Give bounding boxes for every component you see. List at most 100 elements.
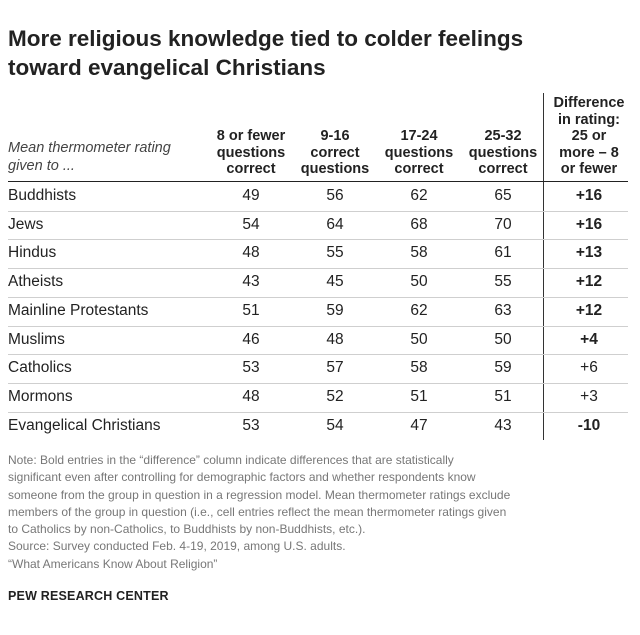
- column-header-8-or-fewer: 8 or fewer questions correct: [202, 128, 300, 178]
- note-block: Note: Bold entries in the “difference” c…: [8, 452, 633, 573]
- column-header-line: 25 or: [571, 128, 607, 144]
- brand-logo-text: PEW RESEARCH CENTER: [8, 589, 169, 603]
- note-line: Note: Bold entries in the “difference” c…: [8, 453, 454, 467]
- column-header-line: correct: [310, 144, 360, 161]
- row-header-line: given to ...: [8, 158, 75, 174]
- difference-divider: [543, 93, 544, 440]
- difference-cell: +16: [575, 215, 603, 233]
- table-cell: 51: [494, 387, 512, 405]
- column-header-line: 17-24: [400, 128, 438, 144]
- row-separator: [8, 354, 628, 356]
- row-header-line: Mean thermometer rating: [8, 140, 171, 156]
- column-header-line: more – 8: [559, 144, 619, 161]
- note-line: to Catholics by non-Catholics, to Buddhi…: [8, 522, 366, 537]
- row-label: Buddhists: [8, 187, 77, 204]
- table-cell: 62: [410, 187, 428, 204]
- title-line: More religious knowledge tied to colder …: [8, 26, 524, 51]
- row-separator: [8, 382, 628, 384]
- table-cell: 50: [494, 330, 512, 348]
- table-cell: 70: [494, 215, 512, 233]
- table-row: Jews 54 64 68 70 +16: [0, 211, 640, 240]
- row-separator: [8, 296, 628, 298]
- source-line: Source: Survey conducted Feb. 4-19, 2019…: [8, 539, 346, 554]
- table-cell: 58: [410, 244, 428, 262]
- table-cell: 55: [494, 273, 512, 291]
- table-cell: 48: [242, 244, 260, 262]
- difference-cell: +16: [575, 187, 603, 204]
- row-label: Evangelical Christians: [8, 416, 161, 434]
- column-header-9-16: 9-16 correct questions: [286, 128, 384, 178]
- row-separator: [8, 239, 628, 241]
- table-cell: 56: [326, 187, 344, 204]
- column-header-line: questions: [300, 161, 370, 177]
- row-separator: [8, 325, 628, 327]
- table-cell: 51: [242, 301, 260, 319]
- table-row: Mormons 48 52 51 51 +3: [0, 383, 640, 412]
- table-cell: 47: [410, 416, 428, 434]
- table-cell: 46: [242, 330, 260, 348]
- table-cell: 65: [494, 187, 512, 204]
- difference-cell: +3: [580, 387, 598, 405]
- column-header-line: questions: [468, 144, 538, 161]
- column-header-25-32: 25-32 questions correct: [454, 128, 552, 178]
- table-cell: 59: [326, 301, 344, 319]
- table-cell: 55: [326, 244, 344, 262]
- note-line: members of the group in question (i.e., …: [8, 504, 507, 519]
- report-title-line: “What Americans Know About Religion”: [8, 556, 218, 571]
- table-cell: 62: [410, 301, 428, 319]
- row-label: Mormons: [8, 387, 73, 405]
- table-cell: 53: [242, 359, 260, 377]
- header-rule: [8, 181, 628, 182]
- column-header-line: in rating:: [557, 111, 621, 128]
- column-header-line: 25-32: [484, 128, 522, 144]
- row-header: Mean thermometer rating given to ...: [8, 139, 171, 175]
- column-header-difference: Difference in rating: 25 or more – 8 or …: [543, 95, 635, 178]
- table-cell: 45: [326, 273, 344, 291]
- table-cell: 63: [494, 301, 512, 319]
- column-header-line: 8 or fewer: [216, 128, 286, 144]
- title-line: toward evangelical Christians: [8, 55, 326, 80]
- column-header-line: 9-16: [320, 128, 350, 144]
- table-row: Atheists 43 45 50 55 +12: [0, 268, 640, 297]
- difference-cell: +12: [575, 273, 603, 291]
- column-header-line: questions: [216, 144, 286, 161]
- difference-cell: -10: [577, 416, 601, 434]
- column-header-line: questions: [384, 144, 454, 161]
- table-row: Buddhists 49 56 62 65 +16: [0, 182, 640, 211]
- chart-title: More religious knowledge tied to colder …: [8, 24, 628, 82]
- table-cell: 59: [494, 359, 512, 377]
- column-header-line: or fewer: [560, 161, 618, 177]
- column-header-line: Difference: [553, 95, 625, 111]
- note-line: someone from the group in question in a …: [8, 487, 511, 502]
- row-label: Jews: [8, 215, 44, 233]
- table-cell: 61: [494, 244, 512, 262]
- difference-cell: +4: [580, 330, 598, 348]
- table-cell: 49: [242, 187, 260, 204]
- row-label: Muslims: [8, 330, 65, 348]
- table-cell: 53: [242, 416, 260, 434]
- table-row: Mainline Protestants 51 59 62 63 +12: [0, 297, 640, 326]
- row-label: Hindus: [8, 244, 57, 262]
- row-label: Atheists: [8, 273, 64, 291]
- table-row: Muslims 46 48 50 50 +4: [0, 326, 640, 355]
- column-header-line: correct: [478, 161, 528, 177]
- table-row: Catholics 53 57 58 59 +6: [0, 354, 640, 383]
- row-separator: [8, 268, 628, 270]
- table-cell: 48: [326, 330, 344, 348]
- row-label: Catholics: [8, 359, 72, 377]
- table-cell: 58: [410, 359, 428, 377]
- table-cell: 50: [410, 273, 428, 291]
- row-label: Mainline Protestants: [8, 301, 149, 319]
- table-cell: 52: [326, 387, 344, 405]
- table-row: Evangelical Christians 53 54 47 43 -10: [0, 412, 640, 441]
- table-cell: 51: [410, 387, 428, 405]
- table-row: Hindus 48 55 58 61 +13: [0, 239, 640, 268]
- table-cell: 48: [242, 387, 260, 405]
- difference-cell: +13: [575, 244, 603, 262]
- table-cell: 50: [410, 330, 428, 348]
- table-cell: 64: [326, 215, 344, 233]
- column-header-line: correct: [394, 161, 444, 177]
- row-separator: [8, 411, 628, 413]
- table-cell: 68: [410, 215, 428, 233]
- table-cell: 43: [494, 416, 512, 434]
